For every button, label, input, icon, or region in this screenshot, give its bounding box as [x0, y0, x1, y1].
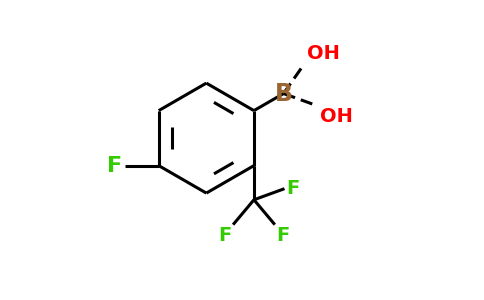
Text: F: F — [218, 226, 232, 245]
Text: F: F — [107, 156, 122, 176]
Text: B: B — [274, 82, 292, 106]
Text: OH: OH — [319, 107, 352, 126]
Text: F: F — [286, 179, 299, 198]
Text: F: F — [276, 226, 289, 245]
Text: OH: OH — [306, 44, 339, 63]
